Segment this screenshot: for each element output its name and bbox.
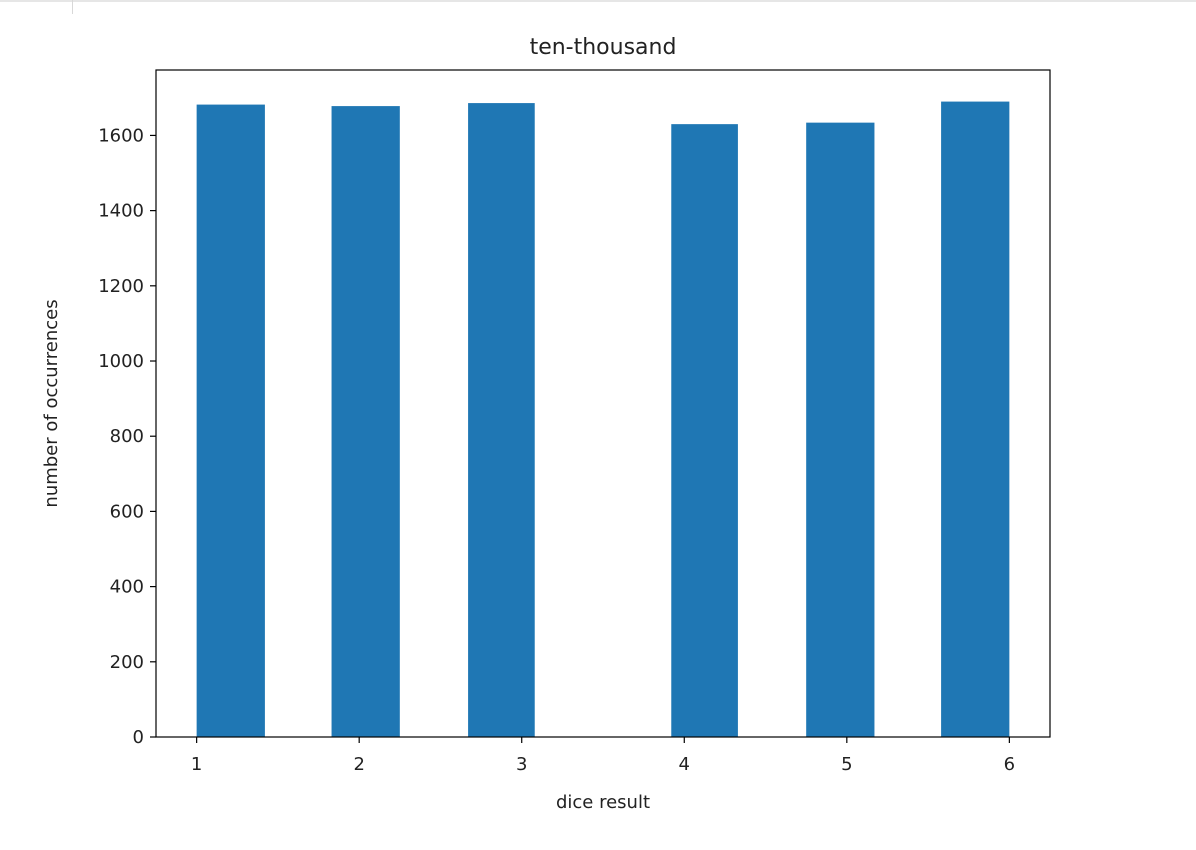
chart-title: ten-thousand bbox=[530, 35, 677, 60]
top-divider-tick bbox=[72, 0, 73, 14]
y-tick-label: 1400 bbox=[98, 201, 144, 222]
y-axis-ticks: 0 200 400 600 800 1000 1200 1400 1600 bbox=[98, 125, 156, 748]
y-axis-label: number of occurrences bbox=[41, 299, 62, 507]
x-axis-ticks: 1 2 3 4 5 6 bbox=[191, 737, 1015, 775]
x-tick-label: 5 bbox=[841, 754, 852, 775]
x-tick-label: 2 bbox=[353, 754, 364, 775]
bar-1 bbox=[196, 104, 265, 737]
x-tick-label: 4 bbox=[679, 754, 690, 775]
bar-6 bbox=[941, 101, 1010, 737]
plot-frame bbox=[155, 69, 1051, 738]
bar-5 bbox=[806, 122, 875, 737]
x-tick-label: 3 bbox=[516, 754, 527, 775]
bar-2 bbox=[331, 106, 400, 737]
x-tick-label: 1 bbox=[191, 754, 202, 775]
bar-4 bbox=[671, 124, 738, 738]
y-tick-label: 1600 bbox=[98, 125, 144, 146]
x-tick-label: 6 bbox=[1004, 754, 1015, 775]
y-tick-label: 0 bbox=[133, 727, 144, 748]
bar-3 bbox=[468, 103, 535, 738]
y-tick-label: 600 bbox=[110, 501, 144, 522]
bar-group bbox=[196, 101, 1010, 738]
top-divider bbox=[0, 0, 1196, 2]
y-tick-label: 1200 bbox=[98, 276, 144, 297]
y-tick-label: 200 bbox=[110, 652, 144, 673]
y-tick-label: 400 bbox=[110, 577, 144, 598]
x-axis-label: dice result bbox=[556, 792, 650, 813]
y-tick-label: 800 bbox=[110, 426, 144, 447]
y-tick-label: 1000 bbox=[98, 351, 144, 372]
